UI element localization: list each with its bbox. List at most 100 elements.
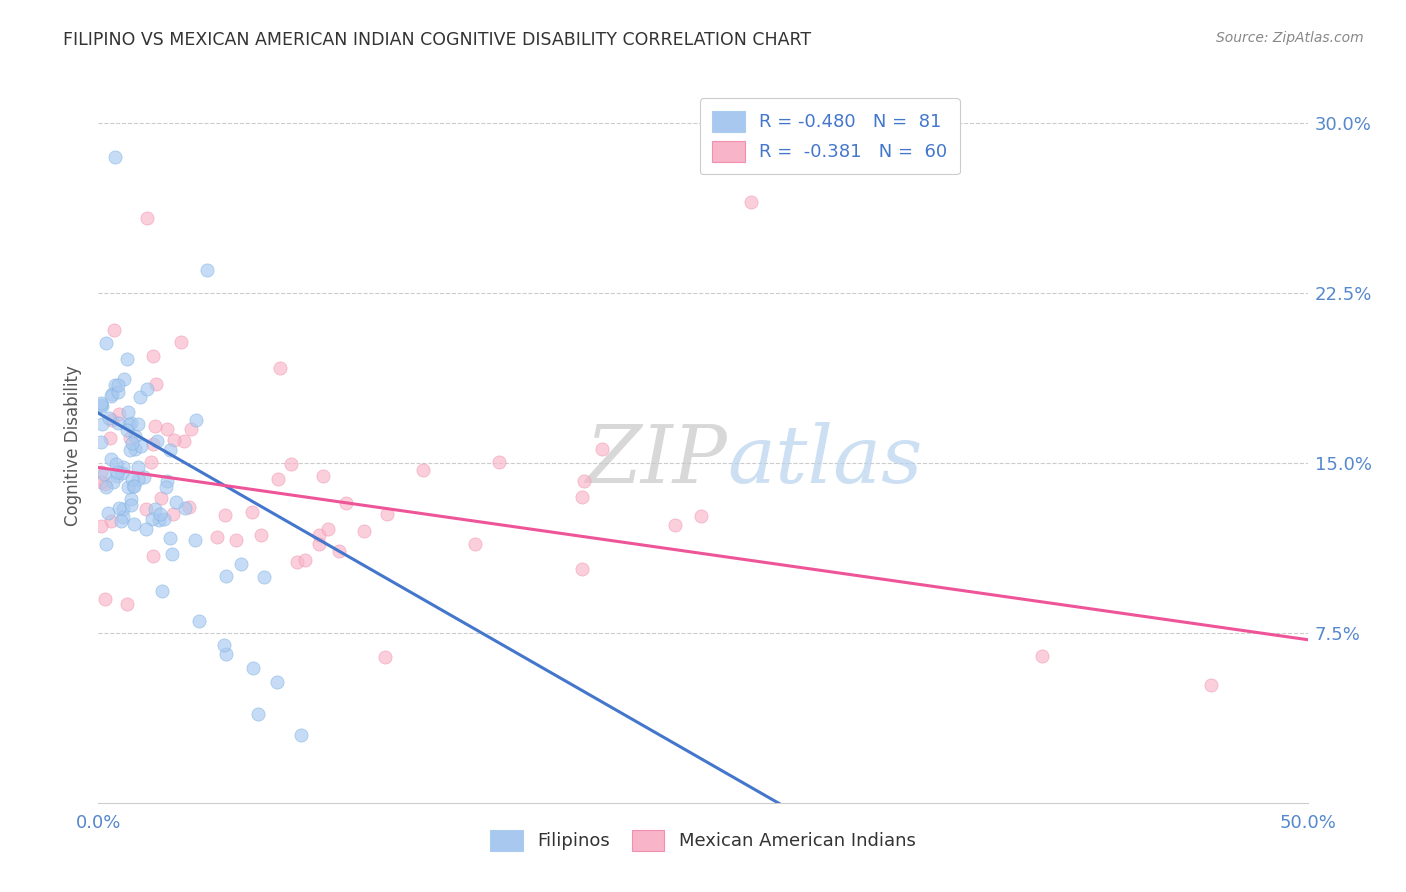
- Point: [689, 509, 711, 524]
- Point: [571, 562, 593, 576]
- Point: [177, 500, 200, 514]
- Point: [90, 465, 112, 479]
- Point: [163, 433, 186, 447]
- Point: [135, 502, 157, 516]
- Point: [127, 417, 149, 432]
- Point: [174, 500, 197, 515]
- Point: [143, 419, 166, 434]
- Point: [135, 522, 157, 536]
- Point: [187, 615, 209, 629]
- Point: [318, 523, 340, 537]
- Point: [121, 472, 143, 486]
- Point: [93, 467, 115, 481]
- Point: [110, 467, 132, 481]
- Point: [127, 472, 149, 486]
- Point: [124, 516, 146, 531]
- Point: [110, 514, 132, 528]
- Point: [115, 352, 138, 367]
- Point: [215, 647, 238, 661]
- Point: [104, 457, 127, 471]
- Point: [104, 150, 127, 164]
- Point: [1199, 678, 1222, 692]
- Point: [464, 537, 486, 551]
- Text: atlas: atlas: [727, 422, 922, 499]
- Point: [142, 549, 165, 563]
- Point: [145, 376, 167, 391]
- Point: [145, 502, 167, 516]
- Point: [115, 423, 138, 437]
- Point: [107, 417, 129, 431]
- Point: [412, 463, 434, 477]
- Point: [91, 399, 114, 413]
- Point: [142, 436, 165, 450]
- Point: [120, 416, 142, 430]
- Point: [105, 469, 128, 483]
- Point: [115, 597, 138, 611]
- Point: [98, 431, 121, 445]
- Point: [122, 479, 145, 493]
- Text: ZIP: ZIP: [585, 422, 727, 499]
- Point: [127, 460, 149, 475]
- Point: [128, 390, 150, 404]
- Point: [112, 459, 135, 474]
- Point: [488, 455, 510, 469]
- Point: [107, 407, 129, 421]
- Point: [146, 434, 169, 448]
- Point: [664, 518, 686, 533]
- Point: [280, 457, 302, 471]
- Point: [142, 350, 165, 364]
- Point: [215, 569, 238, 583]
- Point: [90, 395, 112, 409]
- Point: [328, 544, 350, 558]
- Point: [90, 435, 112, 450]
- Point: [150, 491, 173, 505]
- Point: [242, 661, 264, 675]
- Point: [112, 372, 135, 386]
- Point: [139, 455, 162, 469]
- Point: [180, 422, 202, 436]
- Point: [148, 513, 170, 527]
- Point: [155, 480, 177, 494]
- Point: [195, 263, 218, 277]
- Point: [153, 512, 176, 526]
- Point: [103, 323, 125, 337]
- Point: [132, 470, 155, 484]
- Point: [120, 442, 142, 457]
- Point: [229, 558, 252, 572]
- Point: [91, 417, 114, 432]
- Point: [335, 496, 357, 510]
- Point: [214, 508, 236, 523]
- Point: [266, 675, 288, 690]
- Point: [94, 335, 117, 350]
- Point: [94, 536, 117, 550]
- Point: [162, 547, 184, 561]
- Point: [120, 491, 142, 506]
- Point: [308, 536, 330, 550]
- Point: [240, 505, 263, 519]
- Point: [107, 465, 129, 479]
- Point: [250, 528, 273, 542]
- Point: [246, 706, 269, 721]
- Point: [121, 498, 143, 512]
- Point: [111, 502, 134, 516]
- Point: [136, 382, 159, 396]
- Point: [90, 519, 112, 533]
- Point: [1031, 648, 1053, 663]
- Point: [101, 475, 124, 489]
- Point: [377, 507, 399, 521]
- Point: [121, 436, 143, 450]
- Point: [285, 556, 308, 570]
- Point: [101, 413, 124, 427]
- Text: FILIPINO VS MEXICAN AMERICAN INDIAN COGNITIVE DISABILITY CORRELATION CHART: FILIPINO VS MEXICAN AMERICAN INDIAN COGN…: [63, 31, 811, 49]
- Point: [107, 385, 129, 400]
- Point: [571, 490, 593, 504]
- Point: [294, 553, 316, 567]
- Point: [184, 533, 207, 547]
- Point: [124, 442, 146, 457]
- Point: [108, 500, 131, 515]
- Point: [117, 405, 139, 419]
- Point: [170, 335, 193, 350]
- Point: [100, 514, 122, 528]
- Point: [186, 413, 208, 427]
- Point: [96, 480, 118, 494]
